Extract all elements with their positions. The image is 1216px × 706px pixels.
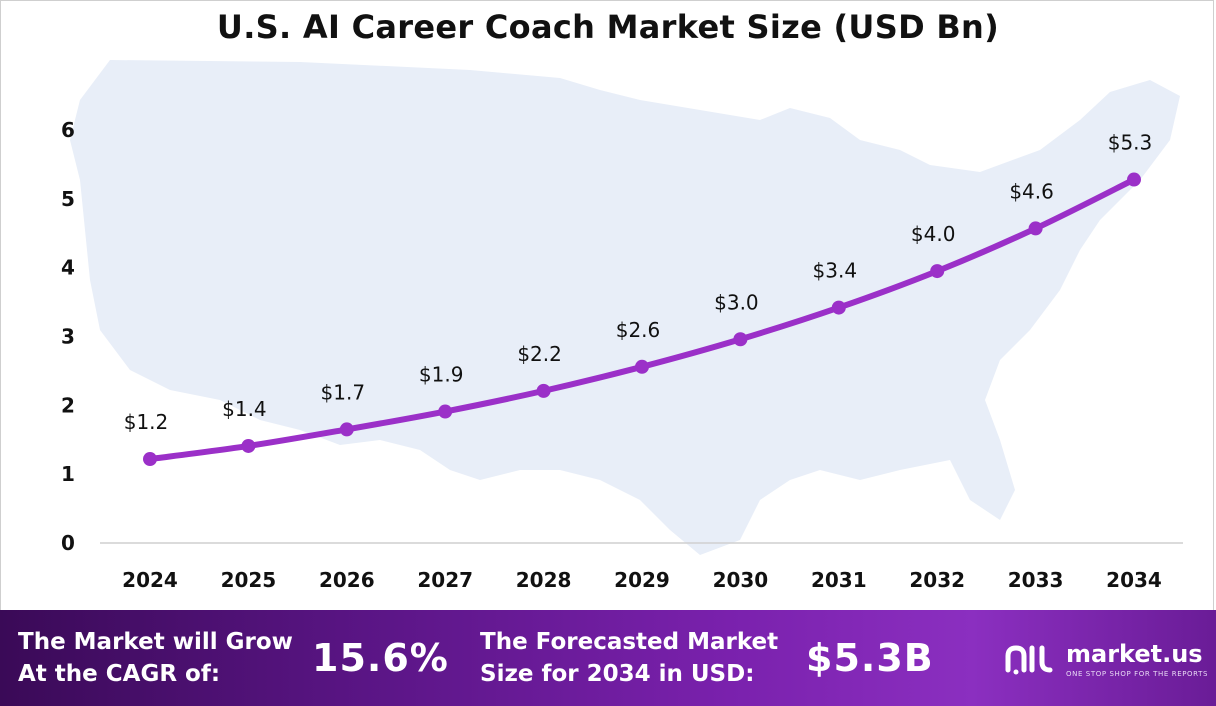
- x-tick-label: 2028: [516, 568, 572, 592]
- brand-name: market.us: [1066, 640, 1203, 668]
- us-map-background: [70, 60, 1180, 555]
- data-point[interactable]: [1127, 172, 1141, 187]
- y-tick-label: 5: [61, 187, 75, 211]
- data-label: $2.2: [517, 342, 562, 366]
- x-tick-label: 2026: [319, 568, 375, 592]
- x-tick-label: 2029: [614, 568, 670, 592]
- data-point[interactable]: [536, 383, 551, 398]
- x-tick-label: 2034: [1106, 568, 1162, 592]
- data-point[interactable]: [930, 264, 945, 279]
- data-label: $2.6: [616, 318, 661, 342]
- data-point[interactable]: [635, 359, 649, 374]
- y-tick-label: 3: [61, 325, 75, 349]
- market-us-logo-icon: [1005, 645, 1053, 675]
- x-tick-label: 2030: [713, 568, 769, 592]
- x-tick-label: 2024: [122, 568, 178, 592]
- data-label: $4.0: [911, 222, 956, 246]
- footer-banner: The Market will Grow At the CAGR of: 15.…: [0, 610, 1216, 706]
- cagr-label-line2: At the CAGR of:: [18, 661, 221, 687]
- brand-block[interactable]: market.us ONE STOP SHOP FOR THE REPORTS: [1004, 638, 1214, 684]
- chart-plot: 0 1 2 3 4 5 6 2024 2025 2026 2027 2028 2029 2030 2031 2…: [61, 60, 1183, 592]
- x-tick-label: 2033: [1008, 568, 1064, 592]
- y-tick-label: 6: [61, 118, 75, 142]
- data-point[interactable]: [339, 422, 354, 437]
- data-point[interactable]: [1028, 221, 1043, 236]
- x-tick-label: 2025: [221, 568, 277, 592]
- data-point[interactable]: [733, 332, 748, 347]
- cagr-value: 15.6%: [312, 636, 449, 680]
- data-label: $1.9: [419, 363, 464, 387]
- data-point[interactable]: [831, 300, 846, 315]
- forecast-value: $5.3B: [806, 636, 934, 680]
- x-tick-label: 2027: [417, 568, 473, 592]
- brand-tagline: ONE STOP SHOP FOR THE REPORTS: [1066, 670, 1209, 678]
- data-label: $4.6: [1009, 179, 1054, 203]
- data-point[interactable]: [438, 404, 453, 419]
- data-label: $1.4: [222, 397, 267, 421]
- data-label: $1.2: [124, 410, 169, 434]
- y-tick-label: 0: [61, 531, 75, 555]
- y-tick-label: 4: [61, 256, 75, 280]
- data-point[interactable]: [241, 438, 256, 453]
- cagr-label-line1: The Market will Grow: [18, 629, 293, 655]
- forecast-label-line2: Size for 2034 in USD:: [480, 661, 755, 687]
- forecast-label: The Forecasted Market Size for 2034 in U…: [480, 626, 778, 690]
- data-label: $5.3: [1108, 131, 1153, 155]
- data-label: $1.7: [321, 380, 366, 404]
- forecast-label-line1: The Forecasted Market: [480, 629, 779, 655]
- data-label: $3.0: [714, 290, 759, 314]
- y-tick-label: 1: [61, 462, 75, 486]
- x-tick-label: 2031: [811, 568, 867, 592]
- chart-title: U.S. AI Career Coach Market Size (USD Bn…: [216, 8, 1000, 46]
- data-point[interactable]: [143, 452, 157, 467]
- data-label: $3.4: [813, 259, 858, 283]
- x-tick-label: 2032: [909, 568, 965, 592]
- cagr-label: The Market will Grow At the CAGR of:: [18, 626, 293, 690]
- y-tick-label: 2: [61, 393, 75, 417]
